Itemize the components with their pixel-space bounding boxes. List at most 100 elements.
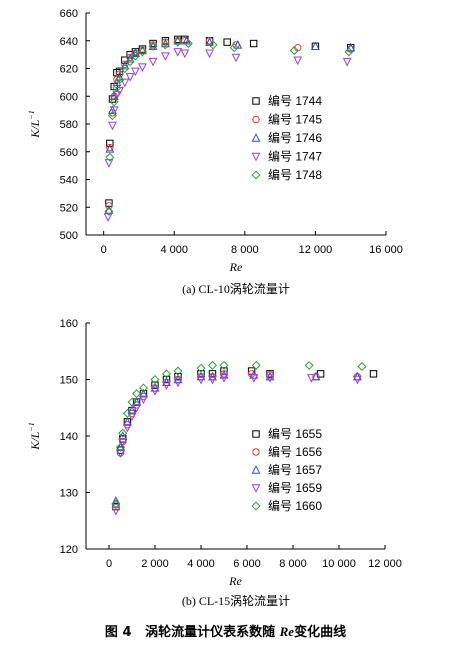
data-point: [127, 397, 137, 407]
data-point: [150, 374, 160, 385]
data-point: [105, 152, 115, 162]
data-point: [111, 499, 121, 509]
data-point: [118, 437, 128, 447]
data-point: [106, 139, 114, 148]
data-point: [162, 381, 171, 391]
data-point: [369, 370, 378, 378]
x-tick-label: 0: [101, 244, 107, 256]
y-axis-label: K/L−1: [27, 110, 42, 138]
data-point: [174, 372, 182, 381]
data-point: [115, 71, 124, 81]
y-tick-label: 140: [60, 431, 78, 443]
data-point: [151, 381, 159, 389]
data-point: [127, 405, 137, 415]
legend-marker: [251, 484, 261, 493]
legend-marker: [252, 448, 260, 456]
legend-label: 编号 1746: [268, 130, 322, 145]
legend-label: 编号 1660: [268, 498, 322, 513]
data-point: [138, 383, 149, 393]
data-point: [231, 53, 241, 63]
legend-marker: [252, 97, 260, 105]
x-tick-label: 12 000: [368, 558, 402, 570]
data-point: [116, 449, 125, 458]
data-point: [357, 361, 367, 372]
data-point: [207, 360, 218, 370]
x-tick-label: 4 000: [187, 558, 215, 570]
data-point: [173, 37, 183, 47]
data-point: [138, 63, 147, 73]
x-axis-label: Re: [228, 574, 242, 588]
y-tick-label: 120: [60, 544, 78, 556]
y-tick-label: 160: [60, 318, 78, 330]
data-point: [150, 387, 160, 396]
chart-b: 120 130 140 150 160 0 2 000 4 000 6 000 8 000 10 0…: [27, 318, 402, 608]
data-point: [229, 43, 239, 53]
x-tick-label: 12 000: [299, 244, 333, 256]
y-axis-label-main: K: [28, 441, 42, 451]
data-point: [265, 371, 275, 381]
data-point: [130, 51, 140, 61]
data-point: [160, 40, 170, 50]
legend-label: 编号 1744: [268, 93, 322, 108]
y-tick-label: 540: [60, 175, 78, 187]
data-point: [180, 49, 190, 59]
data-point: [183, 39, 193, 49]
legend-marker: [251, 501, 261, 511]
figure-caption-prefix: 图 4: [104, 625, 132, 640]
x-tick-label: 4 000: [160, 244, 188, 256]
legend-label: 编号 1655: [268, 426, 322, 441]
data-point: [125, 73, 135, 82]
data-point: [173, 366, 183, 376]
data-point: [115, 67, 124, 75]
data-point: [311, 371, 321, 381]
x-tick-label: 8 000: [231, 244, 259, 256]
data-point: [196, 363, 206, 373]
legend-label: 编号 1745: [268, 112, 322, 127]
data-point: [223, 38, 231, 46]
data-point: [148, 57, 158, 67]
data-point: [132, 404, 142, 413]
data-point: [109, 97, 119, 107]
data-point: [132, 389, 142, 399]
y-tick-label: 600: [60, 91, 78, 103]
data-point: [251, 360, 261, 370]
x-tick-label: 10 000: [322, 558, 356, 570]
data-point: [130, 67, 140, 77]
data-point: [130, 48, 140, 57]
data-point: [118, 428, 128, 438]
y-tick-label: 580: [60, 119, 78, 131]
data-point: [208, 375, 217, 385]
figure-caption-text2: 变化曲线: [294, 625, 347, 640]
data-point: [219, 374, 229, 383]
data-point: [160, 52, 170, 61]
data-point: [161, 369, 172, 379]
data-point: [249, 374, 259, 383]
data-point: [122, 423, 132, 433]
data-point: [115, 75, 125, 85]
legend-label: 编号 1656: [268, 444, 322, 459]
data-point: [105, 144, 115, 153]
y-tick-label: 660: [60, 8, 78, 20]
y-tick-label: 500: [60, 230, 78, 242]
data-point: [122, 408, 132, 418]
chart-caption: (b) CL-15涡轮流量计: [182, 594, 290, 608]
legend-label: 编号 1657: [268, 462, 322, 477]
data-point: [104, 206, 114, 216]
data-point: [352, 375, 362, 385]
data-point: [342, 57, 352, 67]
x-tick-label: 2 000: [141, 558, 169, 570]
data-point: [137, 47, 147, 57]
data-point: [306, 374, 316, 383]
data-point: [219, 360, 229, 370]
data-point: [289, 45, 299, 55]
legend-marker: [251, 170, 261, 180]
y-tick-label: 150: [60, 375, 78, 387]
data-point: [196, 375, 206, 385]
y-tick-label: 620: [60, 64, 78, 76]
data-point: [115, 70, 124, 78]
data-point: [125, 57, 135, 67]
data-point: [208, 40, 218, 50]
data-point: [344, 47, 354, 57]
data-point: [122, 416, 132, 426]
y-axis-label-sup: −1: [27, 422, 36, 431]
